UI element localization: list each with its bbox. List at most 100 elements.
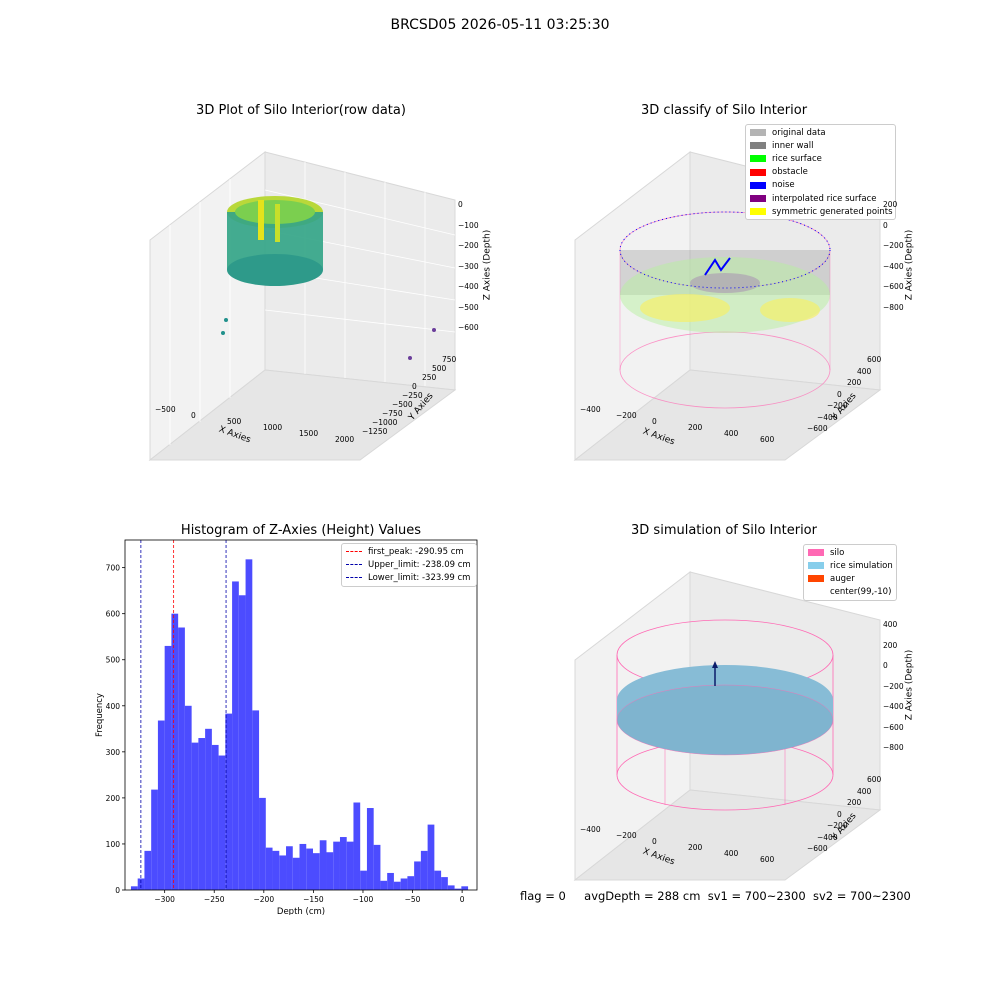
y-tick-label: 0 [115,886,120,895]
y-tick-label: 0 [837,389,842,399]
y-tick-label: 200 [106,794,121,803]
histogram-bar [184,705,192,890]
histogram-bar [360,870,367,890]
legend-label: rice simulation [830,560,893,571]
legend-label: center(99,-10) [830,587,892,598]
y-axis-label: Frequency [95,693,105,737]
x-tick-label: 2000 [335,435,355,444]
sv1-value: sv1 = 700~2300 [707,889,806,903]
z-tick-label: 0 [883,661,888,670]
sv2-value: sv2 = 700~2300 [812,889,911,903]
legend-swatch [750,181,766,189]
y-tick-label: 750 [442,355,457,364]
avg-depth-value: avgDepth = 288 cm [584,889,701,903]
legend-swatch [750,195,766,203]
legend-swatch [750,208,766,216]
legend-item-center: center(99,-10) [804,586,896,599]
histogram-bar [441,877,448,890]
x-tick-label: 400 [724,429,739,438]
x-tick-label: 1500 [299,429,319,438]
legend-item-auger: auger [804,572,896,585]
legend-item-first-peak: first_peak: -290.95 cm [342,545,476,558]
y-tick-label: 600 [106,610,121,619]
z-tick-label: −400 [458,282,479,291]
legend-label: silo [830,547,845,558]
panel4-3d-plot[interactable] [565,560,925,890]
plot-frame [124,539,478,891]
figure-title: BRCSD05 2026-05-11 03:25:30 [390,17,610,33]
histogram-bar [420,850,428,890]
z-tick-label: 200 [883,200,898,209]
x-tick-label: −150 [303,895,324,904]
legend-label: Upper_limit: -238.09 cm [368,559,471,570]
histogram-bar [286,846,293,890]
z-tick-label: −400 [883,702,904,711]
z-tick-label: −300 [458,261,479,271]
legend-swatch [750,142,766,150]
histogram-bar [393,881,401,890]
histogram-bar [225,713,233,890]
z-tick-label: 400 [883,620,898,629]
y-tick-label: −250 [402,390,423,400]
legend-label: Lower_limit: -323.99 cm [368,572,471,583]
y-tick-label: 200 [847,798,862,807]
legend-item-rice-surface: rice surface [746,152,895,165]
y-tick-label: 250 [422,372,437,382]
histogram-bar [407,876,415,890]
legend-item-noise: noise [746,179,895,192]
legend-label: first_peak: -290.95 cm [368,546,464,557]
histogram-bar [319,840,327,890]
panel1-title: 3D Plot of Silo Interior(row data) [196,103,406,118]
x-tick-label: −500 [155,405,176,414]
x-tick-label: 200 [688,843,703,852]
panel4-title: 3D simulation of Silo Interior [631,523,817,538]
x-tick-label: 1000 [263,423,283,432]
x-tick-label: 400 [724,849,739,858]
histogram-bar [312,853,320,890]
histogram-bar [191,742,199,890]
x-tick-label: 200 [688,423,703,432]
x-tick-label: 0 [460,895,465,904]
y-tick-label: 400 [106,702,121,711]
z-tick-label: 0 [883,220,888,230]
legend-item-lower-limit: Lower_limit: -323.99 cm [342,571,476,584]
legend-label: original data [772,127,826,138]
histogram-bar [373,844,381,890]
legend-item-interpolated: interpolated rice surface [746,192,895,205]
histogram-bar [205,728,212,890]
legend-swatch [750,155,766,163]
y-tick-label: −400 [817,832,838,842]
z-tick-label: −200 [458,241,479,250]
histogram-bar [218,755,226,890]
y-tick-label: 300 [106,748,121,757]
histogram-bar [387,872,394,890]
x-tick-label: 0 [652,417,657,426]
legend-item-obstacle: obstacle [746,166,895,179]
y-tick-label: 500 [432,363,447,373]
histogram-bar [211,744,219,890]
histogram-bar [171,613,179,890]
histogram-bar [238,595,246,890]
x-tick-label: −200 [616,411,637,420]
x-tick-label: −300 [154,895,175,904]
x-tick-label: −250 [204,895,225,904]
histogram-bar [245,559,253,890]
x-tick-label: 0 [191,411,196,420]
legend-label: symmetric generated points [772,206,893,217]
histogram-bar [292,857,300,890]
z-tick-label: −600 [883,722,904,732]
histogram-chart[interactable]: −300 −250 −200 −150 −100 −50 0 0 100 200 300 400 500… [90,535,490,915]
y-tick-label: 200 [847,378,862,387]
z-tick-label: 0 [458,200,463,209]
histogram-bar [232,581,239,890]
panel1-3d-plot[interactable] [140,140,500,470]
flag-value: flag = 0 [520,889,566,903]
legend-swatch [750,168,766,176]
y-tick-label: 400 [857,366,872,376]
histogram-bar [130,886,138,890]
legend-label: obstacle [772,167,808,178]
y-tick-label: −200 [827,821,848,830]
x-axis-label: Depth (cm) [277,907,325,915]
histogram-bar [346,841,354,890]
legend-swatch [808,562,824,570]
